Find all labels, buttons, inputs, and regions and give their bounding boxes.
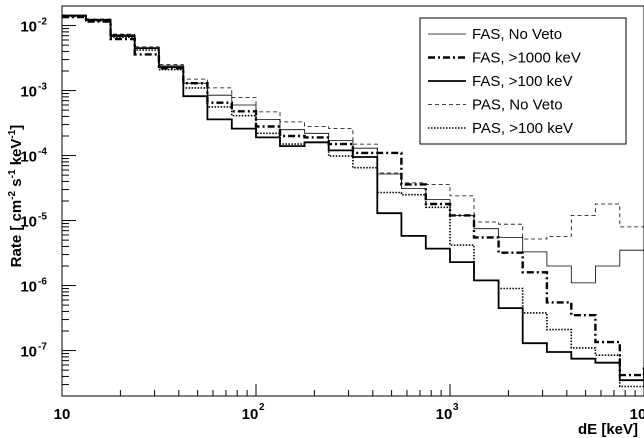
legend-entry: PAS, >100 keV (428, 120, 573, 137)
y-axis-label-part: Rate [ cm (8, 200, 25, 268)
axis-labels: 1010210310410-710-610-510-410-310-2dE [k… (7, 17, 644, 438)
y-tick-exponent: -7 (38, 342, 47, 353)
legend-label: PAS, No Veto (472, 97, 563, 114)
y-tick-base: 10 (20, 214, 37, 231)
x-tick-label: 10 2 (242, 402, 265, 423)
y-tick-base: 10 (20, 149, 37, 166)
y-tick-exponent: -5 (38, 212, 47, 223)
y-axis-label: Rate [ cm-2 s-1 keV-1] (7, 125, 25, 268)
x-tick-label: 104 (630, 406, 644, 423)
legend-entry: FAS, >100 keV (428, 73, 572, 90)
y-tick-label: 10 -6 (20, 277, 47, 296)
data-series (62, 14, 644, 388)
y-tick-exponent: -4 (38, 147, 47, 158)
x-tick-exponent: 3 (453, 402, 459, 413)
y-tick-label: 10 -3 (20, 82, 47, 101)
x-tick-exponent: 2 (259, 402, 265, 413)
y-axis-label-part: -1 (7, 169, 18, 178)
y-tick-base: 10 (20, 19, 37, 36)
y-tick-label: 10 -4 (20, 147, 47, 166)
x-tick-base: 10 (242, 406, 259, 423)
series-line-5 (62, 15, 644, 388)
y-tick-base: 10 (20, 279, 37, 296)
legend-label: PAS, >100 keV (472, 120, 573, 137)
legend-entry: FAS, >1000 keV (428, 50, 581, 67)
y-tick-label: 10 -7 (20, 342, 47, 361)
x-tick-base: 10 (630, 406, 644, 423)
legend-entry: FAS, No Veto (428, 26, 562, 43)
y-tick-label: 10 -5 (20, 212, 47, 231)
x-tick-label: 10 3 (436, 402, 459, 423)
y-tick-label: 10 -2 (20, 17, 47, 36)
y-axis-label-part: -2 (7, 190, 18, 199)
legend: FAS, No Veto FAS, >1000 keV FAS, >100 keV P… (419, 17, 627, 145)
y-tick-exponent: -6 (38, 277, 47, 288)
legend-label: FAS, >100 keV (472, 73, 572, 90)
legend-label: FAS, >1000 keV (472, 50, 581, 67)
x-tick-label: 10 (54, 406, 71, 423)
y-tick-base: 10 (20, 344, 37, 361)
legend-entry: PAS, No Veto (428, 97, 563, 114)
x-axis-label: dE [keV] (578, 421, 638, 438)
x-tick-base: 10 (54, 406, 71, 423)
y-axis-label-part: keV (8, 139, 25, 170)
axis-ticks (61, 5, 644, 397)
y-tick-exponent: -2 (38, 17, 47, 28)
y-axis-label-part: ] (8, 125, 25, 130)
legend-label: FAS, No Veto (472, 26, 562, 43)
y-tick-base: 10 (20, 84, 37, 101)
y-axis-label-part: s (8, 178, 25, 191)
x-tick-base: 10 (436, 406, 453, 423)
y-tick-exponent: -3 (38, 82, 47, 93)
y-axis-label-part: -1 (7, 129, 18, 138)
